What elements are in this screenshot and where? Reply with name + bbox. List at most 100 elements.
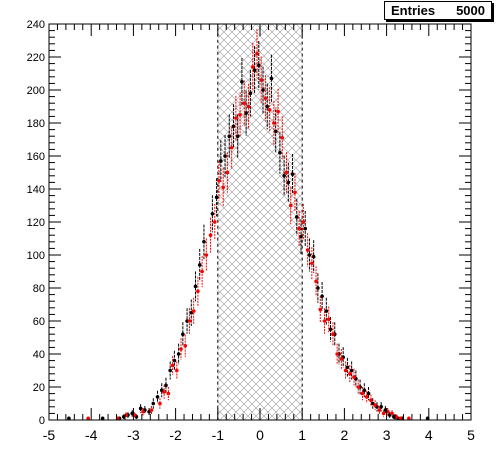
data-point (212, 220, 217, 224)
data-point (407, 416, 411, 421)
data-point (183, 343, 188, 348)
data-point (67, 416, 71, 421)
data-point (284, 170, 289, 175)
x-tick-label: -3 (127, 427, 140, 443)
data-point (381, 411, 386, 416)
data-point (200, 269, 204, 274)
data-point (162, 390, 166, 394)
data-point (263, 96, 268, 101)
data-point (377, 408, 382, 412)
data-point (273, 129, 278, 134)
x-tick-label: -5 (43, 427, 56, 443)
data-point (265, 104, 270, 109)
data-point (318, 307, 323, 312)
data-point (307, 253, 312, 257)
data-point (176, 352, 181, 356)
data-point (227, 134, 232, 138)
data-point (231, 124, 236, 129)
data-point (175, 368, 179, 373)
series-1 (86, 29, 411, 421)
x-tick-label: 1 (298, 427, 306, 443)
y-tick-label: 200 (27, 85, 45, 97)
data-point (366, 391, 371, 396)
data-point (234, 116, 238, 120)
data-point (310, 261, 314, 266)
data-point (324, 309, 329, 313)
data-point (197, 263, 202, 267)
data-point (187, 319, 192, 323)
data-point (191, 309, 196, 313)
y-tick-label: 40 (33, 349, 45, 361)
data-point (248, 91, 253, 96)
data-point (164, 383, 168, 388)
data-point (149, 408, 154, 412)
x-tick-label: 0 (256, 427, 264, 443)
data-point (151, 401, 156, 406)
data-point (204, 253, 209, 257)
data-point (362, 388, 367, 393)
data-point (267, 108, 272, 112)
data-point (379, 405, 383, 409)
x-tick-label: 3 (383, 427, 391, 443)
data-point (214, 195, 219, 200)
data-point (311, 254, 316, 259)
data-point (196, 289, 200, 294)
data-point (257, 63, 261, 68)
data-point (335, 352, 339, 356)
data-point (100, 416, 105, 421)
data-point (356, 385, 361, 389)
data-point (229, 145, 234, 150)
data-point (238, 112, 242, 117)
data-point (269, 76, 274, 81)
data-point (299, 235, 303, 239)
y-tick-label: 120 (27, 217, 45, 229)
y-tick-label: 100 (27, 250, 45, 262)
highlight-band (217, 23, 303, 421)
y-tick-label: 180 (27, 118, 45, 130)
y-tick-label: 0 (39, 415, 45, 427)
data-point (349, 368, 354, 373)
data-point (364, 395, 369, 399)
stats-box: Entries 5000 (384, 1, 492, 20)
y-tick-label: 160 (27, 151, 45, 163)
data-point (86, 416, 90, 421)
data-point (208, 233, 213, 237)
data-point (343, 368, 348, 373)
data-point (179, 347, 183, 351)
data-point (348, 372, 352, 376)
data-point (155, 395, 160, 399)
data-point (316, 286, 320, 290)
data-point (320, 294, 324, 299)
data-point (293, 190, 297, 195)
data-point (141, 409, 145, 414)
data-point (290, 172, 295, 176)
data-point (255, 51, 259, 56)
y-tick-label: 240 (27, 19, 45, 31)
x-tick-label: -1 (212, 427, 225, 443)
y-tick-label: 60 (33, 316, 45, 328)
data-point (398, 416, 403, 421)
data-point (158, 401, 162, 406)
data-point (328, 327, 333, 332)
data-point (240, 79, 244, 84)
stats-entries-label: Entries (391, 3, 436, 18)
data-point (297, 226, 301, 231)
data-point (225, 170, 230, 175)
data-point (360, 391, 365, 396)
y-tick-label: 220 (27, 52, 45, 64)
data-point (305, 248, 310, 252)
data-point (369, 398, 373, 403)
data-point (259, 78, 264, 82)
data-point (168, 368, 172, 373)
data-point (244, 111, 248, 115)
data-point (276, 109, 280, 114)
data-point (261, 88, 265, 92)
data-point (181, 332, 185, 337)
data-point (246, 104, 251, 109)
data-point (202, 240, 206, 244)
x-tick-label: -4 (85, 427, 98, 443)
data-point (326, 317, 331, 322)
data-point (166, 391, 171, 396)
x-tick-label: 4 (425, 427, 433, 443)
y-tick-label: 140 (27, 184, 45, 196)
